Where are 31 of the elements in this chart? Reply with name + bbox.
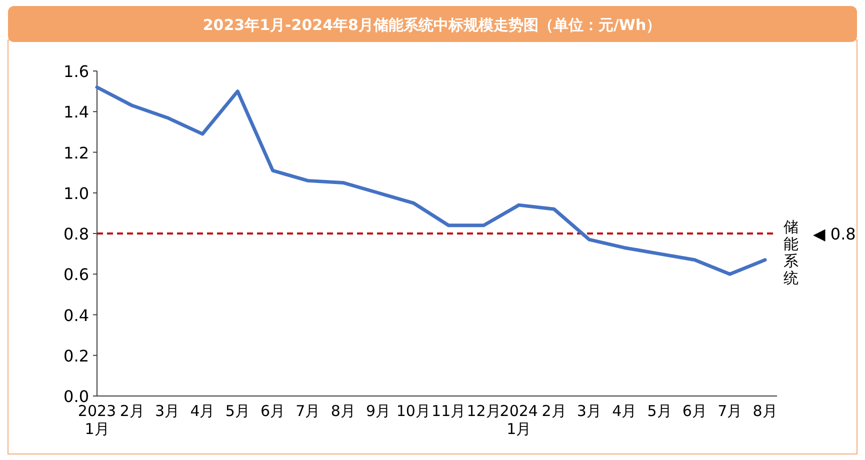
y-tick-label: 0.8	[64, 224, 89, 244]
y-tick-label: 0.4	[64, 306, 89, 325]
y-tick-label: 1.0	[64, 184, 89, 203]
x-tick-label: 8月	[752, 402, 778, 420]
x-tick-label: 2024 1月	[500, 402, 538, 438]
y-tick-label: 0.2	[64, 346, 89, 366]
x-tick-label: 7月	[718, 402, 742, 420]
x-tick-label: 7月	[296, 402, 320, 420]
x-tick-label: 6月	[682, 402, 707, 420]
ref-line-label: ◀ 0.8	[813, 224, 856, 244]
y-tick-label: 1.4	[64, 102, 89, 122]
y-tick-label: 0.6	[64, 265, 89, 284]
series-label: 储能系统	[784, 218, 798, 287]
x-tick-label: 2月	[542, 402, 566, 420]
x-tick-label: 2月	[120, 402, 144, 420]
x-tick-label: 10月	[396, 402, 430, 420]
x-tick-label: 3月	[155, 402, 180, 420]
x-tick-label: 5月	[225, 402, 250, 420]
y-tick-label: 1.6	[64, 62, 89, 81]
y-tick-label: 1.2	[64, 143, 89, 162]
x-tick-label: 5月	[647, 402, 672, 420]
x-tick-label: 6月	[260, 402, 286, 420]
x-tick-label: 12月	[466, 402, 501, 420]
chart-title: 2023年1月-2024年8月储能系统中标规模走势图（单位：元/Wh）	[202, 16, 662, 34]
x-tick-label: 8月	[330, 402, 356, 420]
x-tick-label: 4月	[612, 402, 637, 420]
x-tick-label: 3月	[576, 402, 602, 420]
line-series	[95, 86, 767, 276]
x-tick-label: 9月	[366, 402, 391, 420]
x-tick-label: 11月	[432, 402, 466, 420]
x-tick-label: 4月	[190, 402, 215, 420]
